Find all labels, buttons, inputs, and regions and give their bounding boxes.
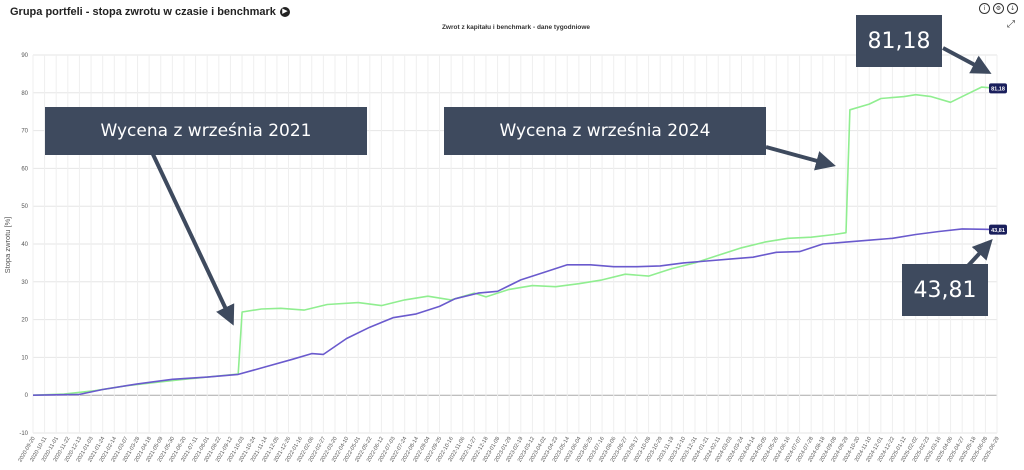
series-lines [32, 86, 998, 396]
end-labels: 81,18 43,81 [989, 83, 1007, 235]
arrow-end-benchmark [964, 239, 993, 270]
chevron-right-icon[interactable]: ▶ [279, 7, 290, 17]
callout-wycena-2024: Wycena z września 2024 [444, 107, 766, 155]
y-tick-label: 30 [21, 280, 28, 286]
y-tick-label: 40 [21, 242, 28, 248]
end-label-box-1 [989, 83, 1007, 94]
toolbar-icons: i ⚙ ↓ [979, 3, 1018, 14]
callout-wycena-2021: Wycena z września 2021 [45, 107, 367, 155]
y-tick-label: 90 [21, 53, 28, 59]
page-header: Grupa portfeli - stopa zwrotu w czasie i… [10, 4, 290, 20]
callout-end-benchmark: 43,81 [902, 264, 988, 316]
x-axis-ticks: 2020-09-202020-10-112020-11-012020-11-22… [17, 436, 1000, 463]
y-axis-ticks: -10 0 10 20 30 40 50 60 70 80 90 [19, 53, 28, 437]
expand-icon[interactable]: ⤢ [1007, 19, 1015, 30]
settings-icon[interactable]: ⚙ [993, 3, 1004, 14]
end-label-2: 43,81 [991, 228, 1005, 234]
y-tick-label: 80 [21, 91, 28, 97]
y-axis-label: Stopa zwrotu [%] [3, 217, 12, 274]
y-tick-label: -10 [19, 431, 28, 437]
y-tick-label: 70 [21, 129, 28, 135]
callout-end-portfolio: 81,18 [856, 15, 942, 67]
download-icon[interactable]: ↓ [1007, 3, 1018, 14]
callout-end-portfolio-text: 81,18 [867, 28, 931, 54]
arrow-end-portfolio [942, 46, 992, 74]
callout-end-benchmark-text: 43,81 [913, 277, 977, 303]
callout-wycena-2021-text: Wycena z września 2021 [100, 121, 312, 141]
y-tick-label: 10 [21, 355, 28, 361]
arrow-wycena-2021 [148, 147, 235, 326]
end-label-1: 81,18 [991, 87, 1005, 93]
end-label-box-2 [989, 224, 1007, 235]
callout-wycena-2024-text: Wycena z września 2024 [499, 121, 711, 141]
series-line-1 [32, 86, 998, 396]
chart-title: Zwrot z kapitału i benchmark - dane tygo… [442, 24, 590, 31]
y-tick-label: 0 [25, 393, 29, 399]
y-tick-label: 20 [21, 318, 28, 324]
page-title: Grupa portfeli - stopa zwrotu w czasie i… [10, 6, 276, 18]
y-tick-label: 50 [21, 204, 28, 210]
arrow-wycena-2024 [765, 145, 836, 171]
annotation-arrows [148, 46, 993, 326]
y-tick-label: 60 [21, 166, 28, 172]
info-icon[interactable]: i [979, 3, 990, 14]
series-line-2 [32, 228, 998, 396]
